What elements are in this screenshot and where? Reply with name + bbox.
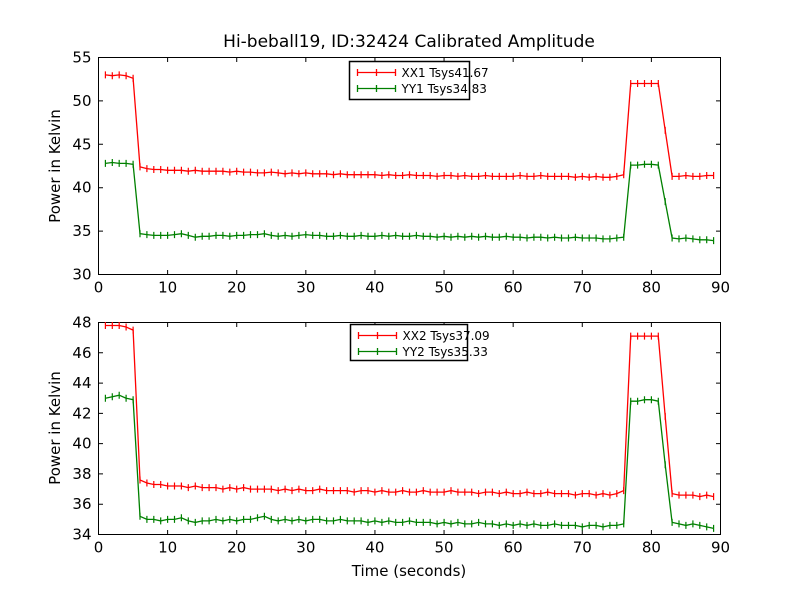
- x-tick-label: 10: [158, 539, 177, 557]
- x-tick-label: 40: [365, 539, 384, 557]
- axes-frame: [98, 57, 721, 275]
- x-tick-label: 0: [94, 539, 104, 557]
- y-tick-label: 55: [72, 49, 91, 67]
- y-tick-label: 48: [72, 314, 91, 332]
- y-ticks: [98, 322, 721, 535]
- series-markers: [104, 391, 715, 532]
- ylabel-top: Power in Kelvin: [46, 109, 64, 223]
- series-markers: [104, 159, 715, 245]
- subplot-bottom: 0 10 20 30 40 50 60 70 80 90 34 36 38 40 42 44 46 48 XX2 T…: [72, 314, 730, 557]
- x-tick-label: 20: [227, 279, 246, 297]
- x-tick-label: 60: [504, 539, 523, 557]
- subplot-top: 0 10 20 30 40 50 60 70 80 90 30 35 40 45 50 55 XX1 Tsys4…: [72, 49, 730, 297]
- series-markers: [104, 71, 715, 181]
- y-tick-label: 30: [72, 266, 91, 284]
- xlabel-bottom: Time (seconds): [351, 562, 467, 580]
- x-tick-label: 0: [94, 279, 104, 297]
- legend-entry: YY2 Tsys35.33: [402, 345, 488, 359]
- x-tick-label: 70: [573, 539, 592, 557]
- legend-entry: XX2 Tsys37.09: [403, 329, 490, 343]
- series-line: [105, 394, 714, 530]
- y-tick-label: 40: [72, 179, 91, 197]
- legend-sample: [356, 69, 397, 76]
- y-tick-label: 44: [72, 374, 91, 392]
- x-tick-label: 50: [435, 539, 454, 557]
- y-tick-label: 38: [72, 465, 91, 483]
- x-tick-label: 90: [711, 539, 730, 557]
- ylabel-bottom: Power in Kelvin: [46, 371, 64, 485]
- y-tick-label: 42: [72, 404, 91, 422]
- y-tick-label: 46: [72, 344, 91, 362]
- x-tick-label: 10: [158, 279, 177, 297]
- legend-sample: [357, 348, 398, 355]
- legend-entry: XX1 Tsys41.67: [402, 66, 489, 80]
- x-tick-label: 80: [642, 279, 661, 297]
- x-tick-label: 80: [642, 539, 661, 557]
- y-tick-label: 40: [72, 435, 91, 453]
- y-tick-label: 35: [72, 222, 91, 240]
- x-tick-label: 20: [227, 539, 246, 557]
- x-tick-label: 90: [711, 279, 730, 297]
- x-tick-label: 40: [365, 279, 384, 297]
- x-tick-label: 30: [296, 539, 315, 557]
- legend-sample: [357, 332, 398, 339]
- y-tick-label: 50: [72, 92, 91, 110]
- x-ticks: [98, 57, 721, 275]
- y-tick-label: 34: [72, 526, 91, 544]
- y-tick-label: 45: [72, 135, 91, 153]
- y-ticks: [98, 57, 721, 275]
- x-tick-label: 50: [435, 279, 454, 297]
- legend-box: [349, 323, 469, 362]
- legend-box: [348, 60, 471, 101]
- x-tick-label: 30: [296, 279, 315, 297]
- legend-entry: YY1 Tsys34.83: [401, 82, 487, 96]
- axes-frame: [98, 322, 721, 535]
- series-markers: [104, 322, 715, 501]
- x-tick-label: 70: [573, 279, 592, 297]
- figure-title: Hi-beball19, ID:32424 Calibrated Amplitu…: [223, 32, 595, 52]
- y-tick-label: 36: [72, 495, 91, 513]
- legend-sample: [356, 85, 397, 92]
- x-tick-label: 60: [504, 279, 523, 297]
